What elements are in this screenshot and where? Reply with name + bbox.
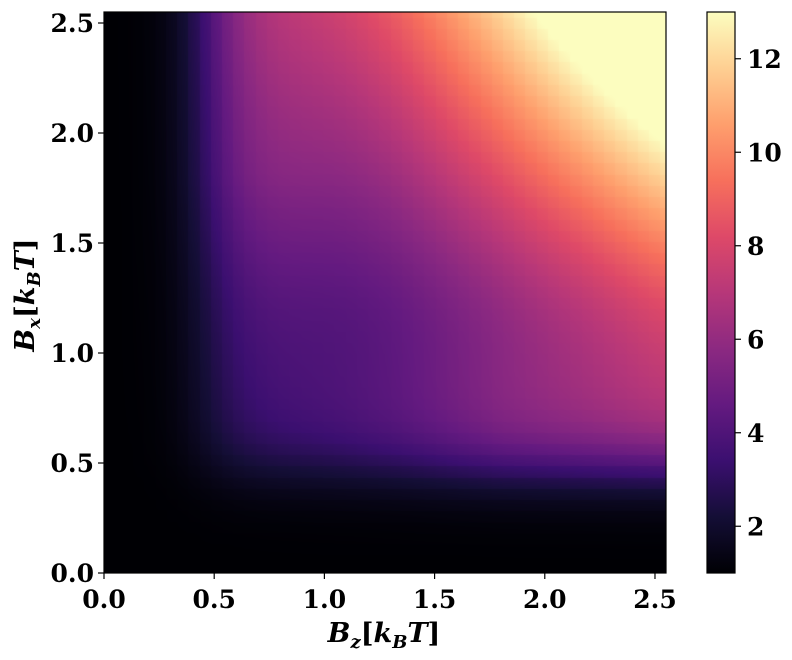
colorbar-gradient	[707, 12, 735, 573]
x-tick-label: 0.5	[192, 585, 236, 614]
colorbar-frame	[706, 11, 736, 574]
y-tick-label: 1.0	[51, 339, 95, 368]
x-tick-label: 1.5	[413, 585, 457, 614]
colorbar-tick-label: 8	[747, 232, 764, 261]
y-tick-label: 2.0	[51, 119, 95, 148]
x-tick-label: 2.0	[523, 585, 567, 614]
y-tick-label: 2.5	[51, 9, 95, 38]
x-axis-ticks: 0.0 0.5 1.0 1.5 2.0 2.5	[82, 573, 677, 614]
colorbar-tick-label: 2	[747, 512, 764, 541]
y-tick-label: 0.0	[51, 559, 95, 588]
colorbar-ticks: 2 4 6 8 10 12	[735, 45, 782, 541]
y-axis-label: Bx[kBT]	[10, 238, 45, 352]
x-tick-label: 0.0	[82, 585, 126, 614]
colorbar-tick-label: 4	[747, 419, 764, 448]
y-tick-label: 1.5	[51, 229, 95, 258]
colorbar: 2 4 6 8 10 12	[706, 11, 782, 574]
plot-frame	[103, 11, 667, 574]
x-axis-label: Bz[kBT]	[327, 618, 441, 653]
y-tick-label: 0.5	[51, 449, 95, 478]
colorbar-tick-label: 6	[747, 325, 764, 354]
colorbar-tick-label: 12	[747, 45, 782, 74]
colorbar-tick-label: 10	[747, 138, 782, 167]
x-tick-label: 1.0	[303, 585, 347, 614]
x-tick-label: 2.5	[633, 585, 677, 614]
heatmap-canvas	[104, 12, 666, 573]
heatmap-area	[103, 11, 667, 574]
y-axis-ticks: 0.0 0.5 1.0 1.5 2.0 2.5	[51, 9, 104, 588]
